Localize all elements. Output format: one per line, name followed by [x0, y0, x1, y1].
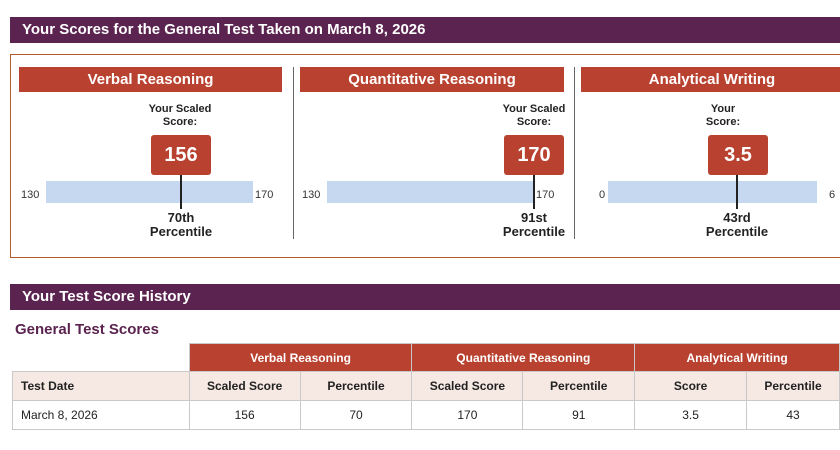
column-writing-score: Score	[634, 371, 748, 401]
panel-verbal-score: 156	[151, 135, 211, 175]
panel-writing-scale-min: 0	[599, 189, 606, 201]
panel-quant-scale-min: 130	[302, 189, 321, 201]
percentile-label: Percentile	[705, 224, 769, 239]
column-quant-percentile: Percentile	[522, 371, 636, 401]
column-verbal-scaled: Scaled Score	[188, 371, 301, 401]
table-group-quant: Quantitative Reasoning	[411, 343, 636, 372]
percentile-value: 70th	[167, 210, 195, 225]
percentile-label: Percentile	[149, 224, 213, 239]
scores-banner: Your Scores for the General Test Taken o…	[10, 17, 840, 43]
table-group-writing: Analytical Writing	[634, 343, 840, 372]
percentile-value: 91st	[520, 210, 548, 225]
section-title: General Test Scores	[15, 321, 159, 338]
panel-writing-needle-marker	[736, 175, 738, 209]
score-label-line2: Score:	[705, 116, 741, 128]
scores-box: Verbal Reasoning Your Scaled Score: 156 …	[10, 54, 840, 258]
panel-quant-header: Quantitative Reasoning	[300, 67, 564, 92]
column-writing-percentile: Percentile	[746, 371, 840, 401]
panel-quant-score-label: Your Scaled Score:	[489, 103, 579, 129]
panel-writing-percentile: 43rd Percentile	[687, 211, 787, 239]
cell-writing-score: 3.5	[634, 400, 748, 430]
panel-writing: Analytical Writing Your Score: 3.5 0 6 4…	[575, 55, 840, 257]
panel-writing-scale-bar	[608, 181, 817, 203]
panel-verbal-scale-max: 170	[255, 189, 274, 201]
panel-verbal-needle-marker	[180, 175, 182, 209]
panel-verbal-header: Verbal Reasoning	[19, 67, 282, 92]
cell-verbal-scaled: 156	[188, 400, 301, 430]
panel-divider	[574, 67, 575, 239]
scores-banner-title: Your Scores for the General Test Taken o…	[22, 21, 426, 38]
score-label-line1: Your Scaled	[502, 103, 566, 115]
cell-test-date: March 8, 2026	[12, 400, 190, 430]
panel-verbal-score-label: Your Scaled Score:	[135, 103, 225, 129]
panel-writing-score: 3.5	[708, 135, 768, 175]
table-group-header: Verbal Reasoning Quantitative Reasoning …	[12, 343, 840, 372]
percentile-value: 43rd	[723, 210, 751, 225]
column-verbal-percentile: Percentile	[299, 371, 413, 401]
panel-quant-scale-max: 170	[536, 189, 555, 201]
score-history-table: Verbal Reasoning Quantitative Reasoning …	[12, 343, 840, 430]
panel-writing-scale-max: 6	[829, 189, 836, 201]
percentile-label: Percentile	[502, 224, 566, 239]
panel-writing-header: Analytical Writing	[581, 67, 840, 92]
score-label-line1: Your	[710, 103, 736, 115]
history-banner-title: Your Test Score History	[22, 288, 191, 305]
panel-verbal-scale-bar	[46, 181, 253, 203]
cell-writing-percentile: 43	[746, 400, 840, 430]
column-test-date: Test Date	[12, 371, 190, 401]
column-quant-scaled: Scaled Score	[411, 371, 524, 401]
panel-verbal-percentile: 70th Percentile	[131, 211, 231, 239]
score-label-line2: Score:	[516, 116, 552, 128]
panel-quant: Quantitative Reasoning Your Scaled Score…	[294, 55, 574, 257]
history-banner: Your Test Score History	[10, 284, 840, 310]
panel-quant-percentile: 91st Percentile	[484, 211, 584, 239]
panel-writing-score-label: Your Score:	[678, 103, 768, 129]
table-column-header: Test Date Scaled Score Percentile Scaled…	[12, 371, 840, 401]
table-row: March 8, 2026 156 70 170 91 3.5 43	[12, 400, 840, 430]
score-label-line2: Score:	[162, 116, 198, 128]
cell-verbal-percentile: 70	[299, 400, 413, 430]
panel-divider	[293, 67, 294, 239]
panel-quant-needle-marker	[533, 175, 535, 209]
table-group-blank	[12, 343, 190, 372]
cell-quant-percentile: 91	[522, 400, 636, 430]
table-group-verbal: Verbal Reasoning	[188, 343, 413, 372]
panel-quant-scale-bar	[327, 181, 535, 203]
cell-quant-scaled: 170	[411, 400, 524, 430]
score-label-line1: Your Scaled	[148, 103, 212, 115]
panel-verbal: Verbal Reasoning Your Scaled Score: 156 …	[11, 55, 291, 257]
panel-quant-score: 170	[504, 135, 564, 175]
panel-verbal-scale-min: 130	[21, 189, 40, 201]
